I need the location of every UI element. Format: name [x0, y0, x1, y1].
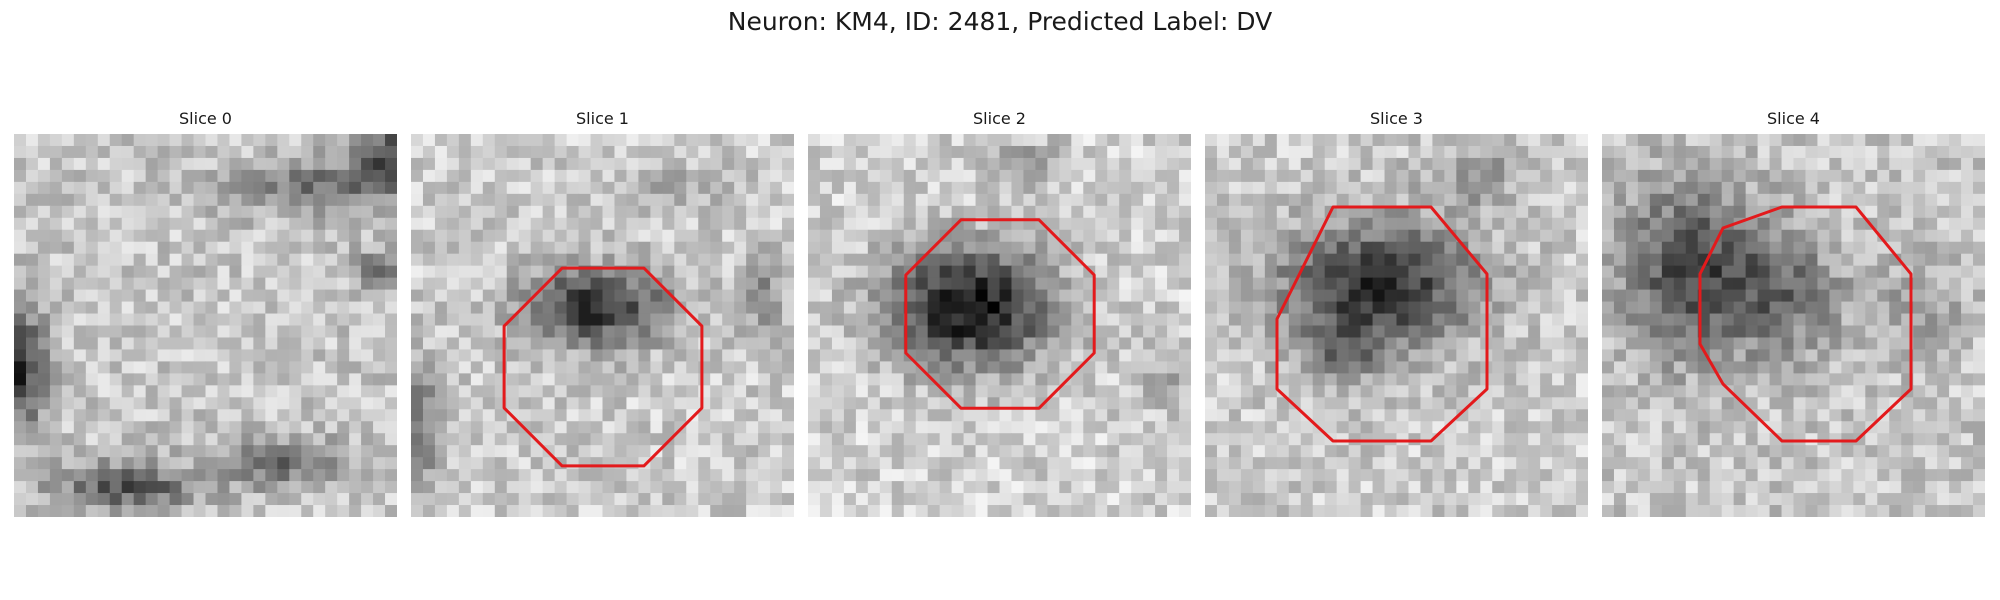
slice-title-3: Slice 3 [1370, 109, 1423, 128]
slice-title-4: Slice 4 [1767, 109, 1820, 128]
slice-image-4 [1602, 134, 1985, 517]
slice-image-0 [14, 134, 397, 517]
slice-panel-2: Slice 2 [808, 108, 1191, 517]
figure-title: Neuron: KM4, ID: 2481, Predicted Label: … [727, 7, 1273, 36]
slice-panel-4: Slice 4 [1602, 108, 1985, 517]
slice-image-2 [808, 134, 1191, 517]
slice-image-3 [1205, 134, 1588, 517]
roi-contour-4 [1698, 205, 1913, 443]
slice-title-0: Slice 0 [179, 109, 232, 128]
roi-contour-3 [1275, 205, 1489, 443]
slice-title-2: Slice 2 [973, 109, 1026, 128]
roi-contour-2 [904, 218, 1096, 410]
slice-panel-3: Slice 3 [1205, 108, 1588, 517]
slice-image-1 [411, 134, 794, 517]
slice-title-1: Slice 1 [576, 109, 629, 128]
roi-contour-1 [502, 266, 704, 468]
slice-panel-1: Slice 1 [411, 108, 794, 517]
slice-panel-0: Slice 0 [14, 108, 397, 517]
